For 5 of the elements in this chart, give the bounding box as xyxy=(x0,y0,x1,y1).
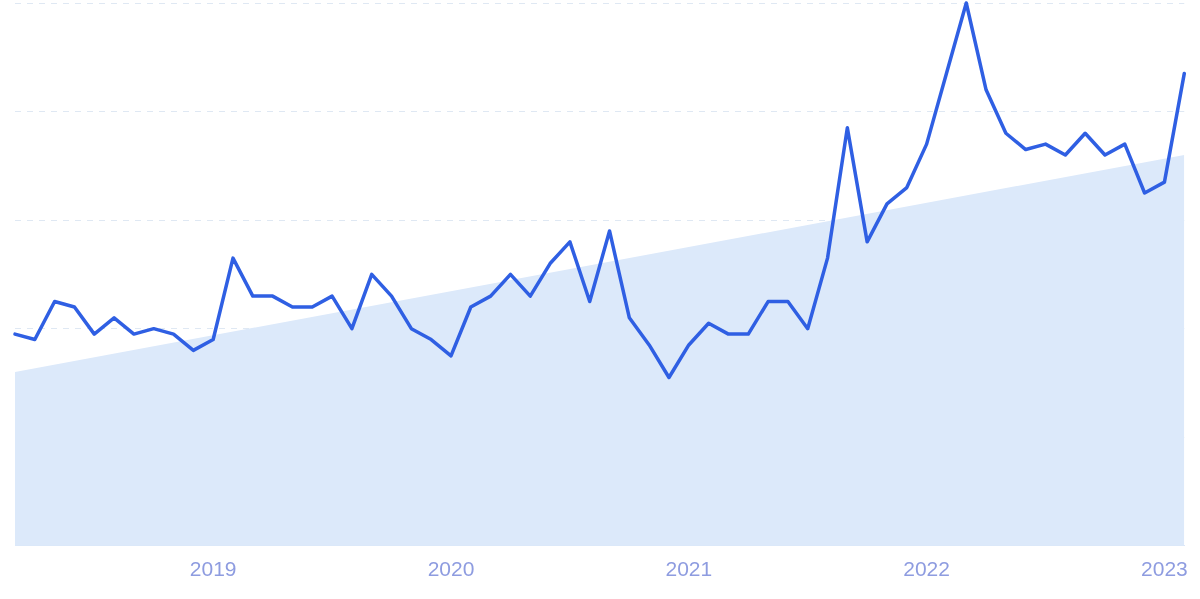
x-tick-label: 2021 xyxy=(665,557,713,581)
x-tick-label: 2022 xyxy=(903,557,950,581)
x-tick-label: 2019 xyxy=(189,557,237,581)
x-tick-label: 2023 xyxy=(1141,557,1188,581)
x-tick-label: 2020 xyxy=(427,557,475,581)
